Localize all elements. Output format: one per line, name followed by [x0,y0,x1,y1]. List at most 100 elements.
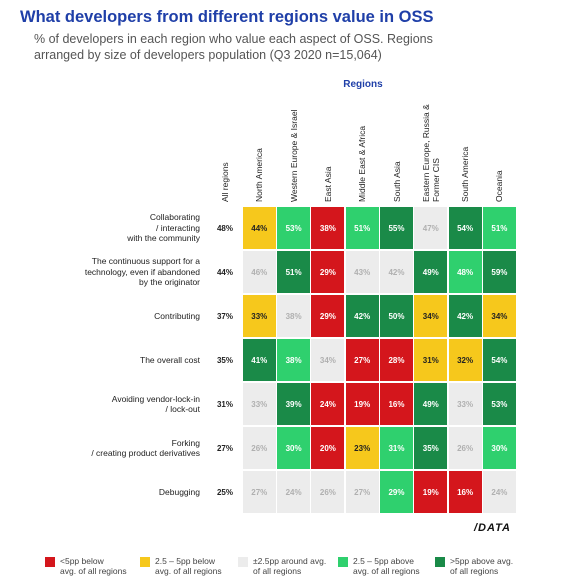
value-label: 27% [354,487,371,497]
value-label: 24% [319,399,336,409]
value-label: 42% [457,311,474,321]
value-label: 49% [422,399,439,409]
value-label: 54% [457,223,474,233]
value-label: 27% [216,443,233,453]
value-label: 43% [354,267,371,277]
heatmap-cell: 38% [311,207,345,249]
value-label: 16% [388,399,405,409]
heatmap-cell: 43% [345,251,379,293]
heatmap-cell: 42% [345,295,379,337]
legend-label: 2.5 – 5pp below avg. of all regions [155,556,222,576]
heatmap-cell: 51% [277,251,311,293]
heatmap-cell: 30% [277,427,311,469]
value-label: 53% [285,223,302,233]
value-label: 26% [319,487,336,497]
heatmap-cell: 19% [414,471,448,513]
value-label: 19% [354,399,371,409]
heatmap-cell: 35% [414,427,448,469]
heatmap-cell: 33% [242,295,276,337]
row-label: Collaborating / interacting with the com… [127,212,200,244]
legend-label: >5pp above avg. of all regions [450,556,514,576]
heatmap-cell: 35% [208,339,242,381]
column-label: Middle East & Africa [357,125,368,202]
value-label: 29% [319,267,336,277]
heatmap-cell: 31% [208,383,242,425]
value-label: 50% [388,311,405,321]
value-label: 51% [354,223,371,233]
value-label: 35% [216,355,233,365]
value-label: 53% [491,399,508,409]
heatmap-cell: 53% [277,207,311,249]
column-label: Oceania [494,170,505,202]
heatmap-cell: 42% [448,295,482,337]
value-label: 25% [216,487,233,497]
heatmap-cell: 50% [380,295,413,337]
heatmap-cell: 39% [277,383,311,425]
heatmap-cell: 32% [448,339,482,381]
heatmap-cell: 47% [414,207,448,249]
heatmap-cell: 34% [482,295,516,337]
value-label: 37% [216,311,233,321]
heatmap-cell: 59% [482,251,516,293]
heatmap-cell: 55% [380,207,413,249]
heatmap-cell: 34% [414,295,448,337]
heatmap-cell: 29% [311,251,345,293]
value-label: 28% [388,355,405,365]
heatmap-cell: 44% [208,251,242,293]
column-label: South America [460,146,471,202]
value-label: 39% [285,399,302,409]
value-label: 54% [491,355,508,365]
heatmap-cell: 46% [242,251,276,293]
value-label: 31% [388,443,405,453]
heatmap-cell: 19% [345,383,379,425]
heatmap-cell: 37% [208,295,242,337]
heatmap-cell: 41% [242,339,276,381]
column-label: All regions [220,162,230,202]
legend-swatch [435,557,445,567]
chart-title: What developers from different regions v… [20,8,434,26]
value-label: 24% [285,487,302,497]
legend-label: 2.5 – 5pp above avg. of all regions [353,556,420,576]
legend-swatch [338,557,348,567]
heatmap-cell: 27% [345,471,379,513]
value-label: 16% [457,487,474,497]
column-label: South Asia [391,161,402,202]
heatmap-cell: 44% [242,207,276,249]
heatmap-cell: 27% [345,339,379,381]
heatmap-cell: 30% [482,427,516,469]
row-label: Forking / creating product derivatives [91,437,200,459]
value-label: 33% [251,311,268,321]
value-label: 33% [251,399,268,409]
value-label: 27% [354,355,371,365]
value-label: 34% [422,311,439,321]
x-axis-label: Regions [343,79,383,90]
value-label: 44% [216,267,233,277]
row-label: Debugging [158,486,200,497]
heatmap-cell: 28% [380,339,413,381]
value-label: 38% [285,311,302,321]
heatmap-cell: 29% [380,471,413,513]
value-label: 48% [457,267,474,277]
value-label: 23% [354,443,371,453]
heatmap-cell: 34% [311,339,345,381]
value-label: 26% [457,443,474,453]
heatmap-cell: 16% [448,471,482,513]
column-label: Western Europe & Israel [288,109,299,202]
legend-label: <5pp below avg. of all regions [60,556,127,576]
value-label: 47% [422,223,439,233]
column-label: North America [254,148,265,202]
value-label: 34% [491,311,508,321]
legend-swatch [45,557,55,567]
heatmap-cell: 29% [311,295,345,337]
heatmap-cell: 51% [482,207,516,249]
value-label: 38% [319,223,336,233]
heatmap-cell: 48% [208,207,242,249]
value-label: 20% [319,443,336,453]
value-label: 51% [491,223,508,233]
legend-swatch [140,557,150,567]
heatmap-cell: 48% [448,251,482,293]
heatmap-cell: 20% [311,427,345,469]
heatmap-cell: 23% [345,427,379,469]
value-label: 51% [285,267,302,277]
heatmap-cell: 27% [208,427,242,469]
